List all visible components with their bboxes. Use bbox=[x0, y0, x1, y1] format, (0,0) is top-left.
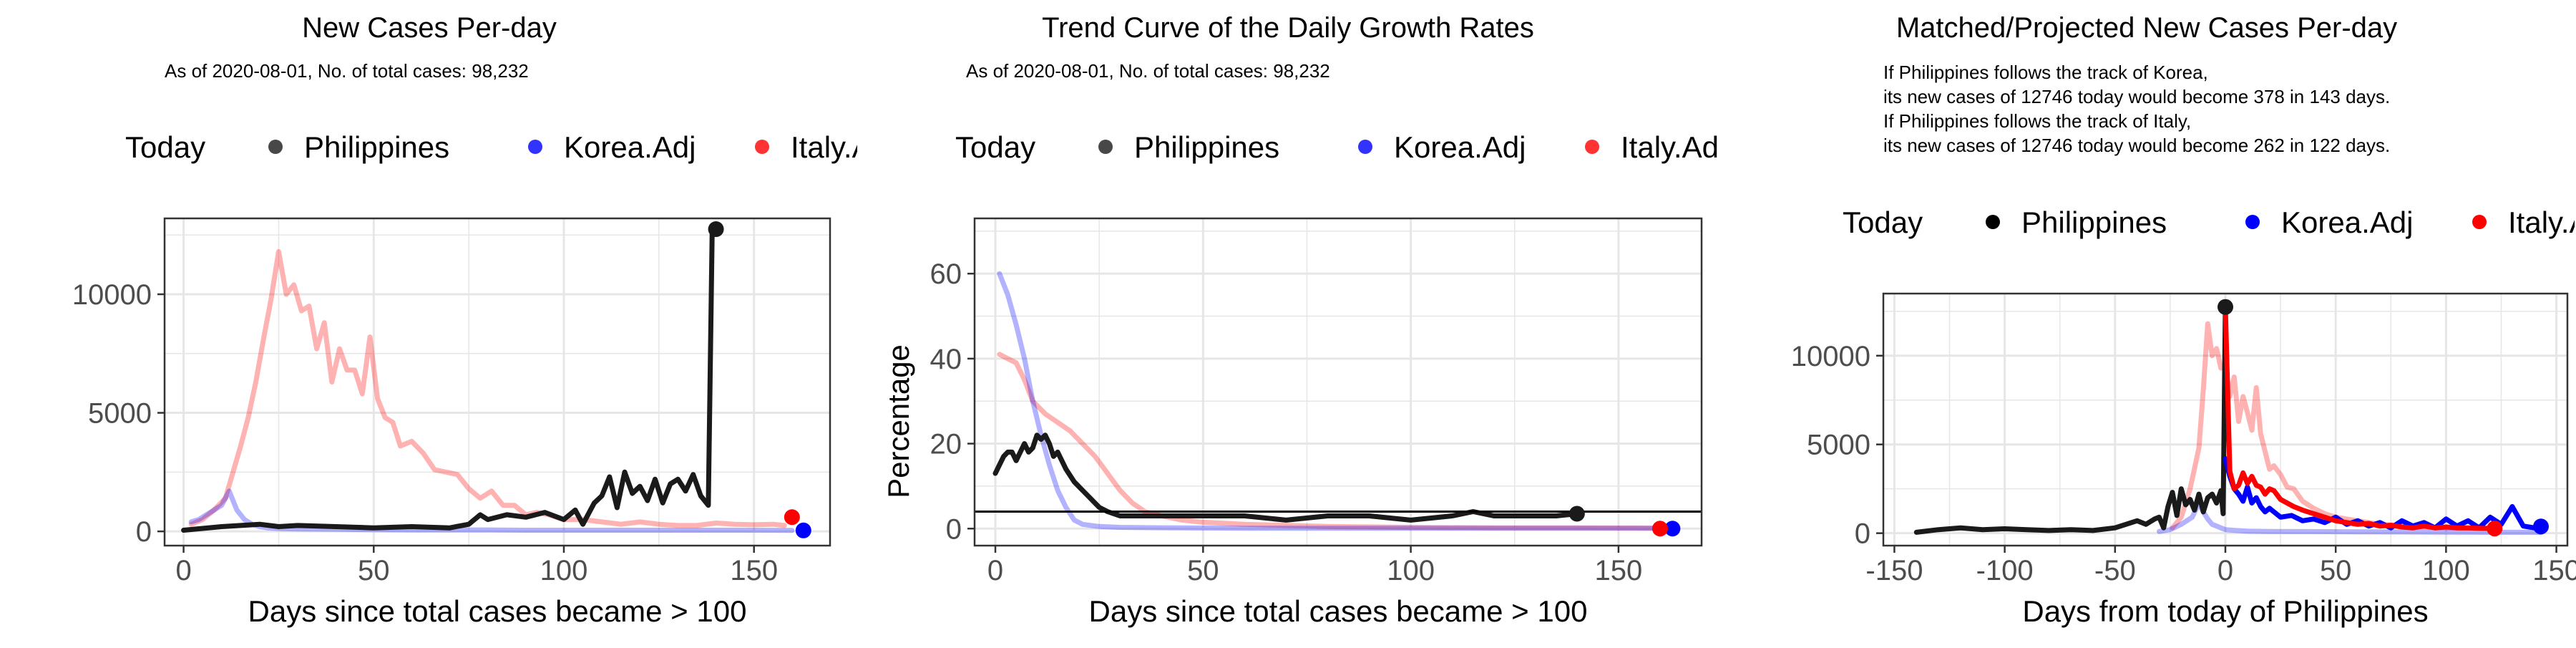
chart-title: Trend Curve of the Daily Growth Rates bbox=[1042, 12, 1534, 44]
growth-rate-chart: Trend Curve of the Daily Growth Rates As … bbox=[882, 12, 1725, 628]
end-point bbox=[1568, 506, 1585, 522]
series-line bbox=[992, 432, 1580, 523]
y-tick-label: 0 bbox=[1855, 518, 1870, 550]
x-tick-label: -150 bbox=[1865, 555, 1923, 586]
x-tick-label: -50 bbox=[2094, 555, 2136, 586]
legend-title: Today bbox=[1843, 205, 1923, 239]
end-point bbox=[1664, 521, 1681, 537]
legend: Today Philippines Korea.Adj Italy.Adj bbox=[1843, 205, 2576, 239]
y-tick-label: 10000 bbox=[1791, 341, 1870, 372]
series-line bbox=[181, 226, 719, 533]
chart-panel-new-cases: New Cases Per-day As of 2020-08-01, No. o… bbox=[0, 0, 859, 644]
y-tick-label: 60 bbox=[930, 258, 962, 290]
x-axis-label: Days since total cases became > 100 bbox=[1089, 594, 1588, 628]
x-tick-label: 0 bbox=[2218, 555, 2233, 586]
legend-marker bbox=[755, 140, 769, 154]
end-point bbox=[2532, 518, 2549, 535]
series-line bbox=[997, 352, 1663, 531]
x-tick-label: 100 bbox=[2422, 555, 2470, 586]
chart-title: Matched/Projected New Cases Per-day bbox=[1896, 12, 2397, 44]
x-tick-label: -100 bbox=[1976, 555, 2034, 586]
chart-title: New Cases Per-day bbox=[302, 12, 557, 44]
series-line bbox=[997, 271, 1675, 531]
series-group bbox=[975, 271, 1702, 537]
chart-panel-growth-rates: Trend Curve of the Daily Growth Rates As … bbox=[859, 0, 1725, 644]
projected-cases-chart: Matched/Projected New Cases Per-day If Ph… bbox=[1791, 12, 2576, 628]
legend-label: Korea.Adj bbox=[564, 130, 696, 164]
x-tick-label: 150 bbox=[2532, 555, 2576, 586]
end-point bbox=[2218, 299, 2233, 315]
y-tick-label: 0 bbox=[136, 516, 152, 548]
x-tick-label: 0 bbox=[987, 555, 1003, 586]
legend-label: Korea.Adj bbox=[2281, 205, 2413, 239]
panel-border bbox=[973, 217, 1703, 547]
chart-note: If Philippines follows the track of Kore… bbox=[1883, 62, 2208, 83]
series-line bbox=[2223, 304, 2497, 531]
y-tick-label: 40 bbox=[930, 344, 962, 375]
end-point bbox=[784, 509, 800, 526]
x-tick-label: 100 bbox=[1387, 555, 1435, 586]
legend-title: Today bbox=[125, 130, 205, 164]
end-point bbox=[708, 221, 724, 238]
y-tick-label: 0 bbox=[946, 513, 962, 545]
grid bbox=[165, 218, 830, 546]
x-tick-label: 50 bbox=[1187, 555, 1219, 586]
legend-marker bbox=[528, 140, 542, 154]
series-line bbox=[188, 248, 787, 528]
legend-label: Italy.Adj bbox=[2508, 205, 2576, 239]
x-tick-label: 150 bbox=[1595, 555, 1643, 586]
x-axis-label: Days since total cases became > 100 bbox=[248, 594, 747, 628]
legend-label: Philippines bbox=[304, 130, 449, 164]
y-tick-label: 10000 bbox=[72, 279, 152, 311]
legend-marker bbox=[1358, 140, 1372, 154]
legend: Today Philippines Korea.Adj Italy.Adj bbox=[955, 130, 1725, 164]
x-tick-label: 50 bbox=[358, 555, 390, 586]
y-tick-label: 20 bbox=[930, 429, 962, 460]
panel-border bbox=[163, 217, 831, 547]
legend-label: Korea.Adj bbox=[1394, 130, 1526, 164]
series-group bbox=[1913, 299, 2549, 537]
series-line bbox=[1913, 304, 2228, 535]
chart-note: If Philippines follows the track of Ital… bbox=[1883, 110, 2191, 132]
end-point bbox=[1652, 521, 1668, 537]
legend-marker bbox=[1585, 140, 1599, 154]
chart-note: its new cases of 12746 today would becom… bbox=[1883, 135, 2390, 156]
legend-marker bbox=[2245, 215, 2260, 229]
y-tick-label: 5000 bbox=[1807, 430, 1870, 461]
chart-subtitle: As of 2020-08-01, No. of total cases: 98… bbox=[966, 60, 1330, 82]
legend-marker bbox=[1098, 140, 1113, 154]
x-tick-label: 150 bbox=[730, 555, 778, 586]
chart-subtitle: As of 2020-08-01, No. of total cases: 98… bbox=[165, 60, 529, 82]
x-axis-label: Days from today of Philippines bbox=[2022, 594, 2428, 628]
x-tick-label: 50 bbox=[2320, 555, 2352, 586]
end-point bbox=[795, 522, 811, 538]
y-tick-label: 5000 bbox=[88, 398, 152, 430]
legend: Today Philippines Korea.Adj Italy.Adj bbox=[125, 130, 859, 164]
legend-label: Italy.Adj bbox=[1621, 130, 1717, 164]
legend-title: Today bbox=[955, 130, 1035, 164]
x-tick-label: 0 bbox=[175, 555, 191, 586]
chart-note: its new cases of 12746 today would becom… bbox=[1883, 86, 2390, 107]
legend-marker bbox=[2472, 215, 2487, 229]
legend-marker bbox=[268, 140, 283, 154]
grid bbox=[1883, 294, 2567, 546]
chart-panel-projected: Matched/Projected New Cases Per-day If Ph… bbox=[1717, 0, 2576, 644]
x-tick-label: 100 bbox=[540, 555, 588, 586]
y-axis-label: Percentage bbox=[882, 344, 915, 498]
new-cases-chart: New Cases Per-day As of 2020-08-01, No. o… bbox=[72, 12, 859, 628]
legend-label: Philippines bbox=[2021, 205, 2167, 239]
legend-label: Philippines bbox=[1134, 130, 1279, 164]
legend-marker bbox=[1986, 215, 2000, 229]
end-point bbox=[2487, 521, 2503, 537]
series-group bbox=[181, 221, 811, 538]
series-line bbox=[188, 488, 795, 533]
grid bbox=[975, 218, 1702, 546]
legend-label: Italy.Adj bbox=[791, 130, 859, 164]
